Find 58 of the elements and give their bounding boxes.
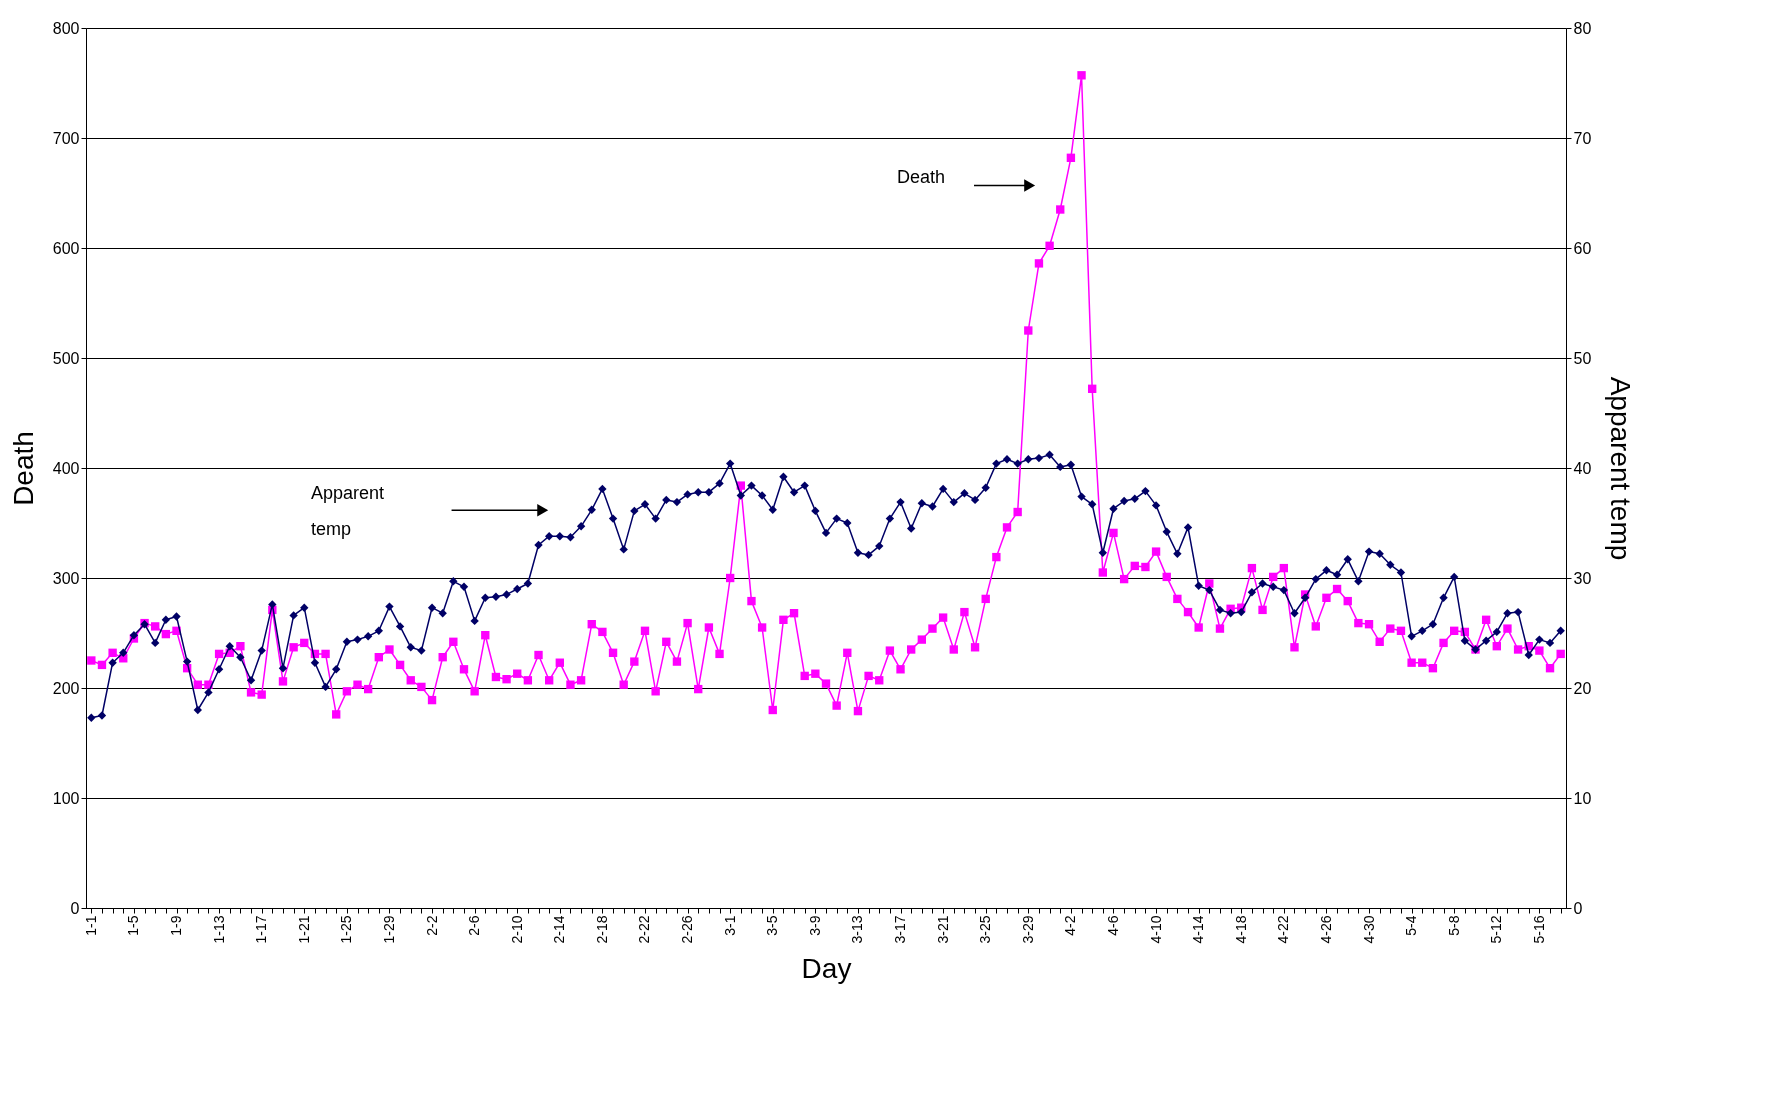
x-tick-label: 5-12 <box>1488 915 1505 944</box>
y2-tick-label: 50 <box>1573 349 1592 367</box>
x-tick-label: 1-9 <box>168 915 184 936</box>
x-tick-label: 4-18 <box>1232 915 1249 944</box>
y-tick-label: 700 <box>52 129 80 147</box>
y-tick-label: 300 <box>52 569 80 587</box>
y2-tick-label: 30 <box>1573 569 1592 587</box>
y2-tick-label: 70 <box>1573 129 1592 147</box>
x-tick-label: 1-1 <box>82 915 99 936</box>
x-tick-label: 3-13 <box>849 915 866 944</box>
x-tick-label: 3-1 <box>721 915 738 936</box>
x-tick-label: 4-14 <box>1190 915 1207 944</box>
y2-tick-label: 0 <box>1573 899 1583 917</box>
annotation: Apparent temp <box>310 483 385 540</box>
y2-axis-title: Apparent temp <box>1605 376 1637 561</box>
y2-tick-label: 10 <box>1573 789 1592 807</box>
x-tick-label: 3-9 <box>806 915 823 936</box>
y-tick-label: 400 <box>52 459 80 477</box>
x-tick-label: 3-21 <box>934 915 951 944</box>
y-tick-label: 0 <box>70 899 80 917</box>
x-tick-label: 4-10 <box>1147 915 1164 944</box>
x-tick-label: 1-25 <box>338 915 355 944</box>
x-tick-label: 3-17 <box>892 915 909 944</box>
y2-tick-label: 40 <box>1573 459 1592 477</box>
x-tick-label: 4-6 <box>1104 915 1121 936</box>
x-tick-label: 1-29 <box>380 915 397 944</box>
y2-tick-label: 60 <box>1573 239 1592 257</box>
y2-tick-label: 20 <box>1573 679 1592 697</box>
x-tick-label: 2-26 <box>679 915 696 944</box>
x-tick-label: 5-16 <box>1530 915 1547 944</box>
y-tick-label: 600 <box>52 239 80 257</box>
y-tick-label: 200 <box>52 679 80 697</box>
x-tick-label: 3-5 <box>764 915 781 936</box>
y-tick-label: 500 <box>52 349 80 367</box>
x-axis-title: Day <box>801 952 852 984</box>
x-tick-label: 4-26 <box>1317 915 1334 944</box>
x-tick-label: 2-2 <box>423 915 440 936</box>
x-tick-label: 1-21 <box>295 915 312 944</box>
x-tick-label: 4-30 <box>1360 915 1377 944</box>
x-tick-label: 2-18 <box>593 915 610 944</box>
x-tick-label: 4-2 <box>1062 915 1079 936</box>
y-tick-label: 800 <box>52 19 80 37</box>
x-tick-label: 2-6 <box>466 915 483 936</box>
x-tick-label: 5-8 <box>1445 915 1462 936</box>
annotation: Death <box>897 166 946 187</box>
x-tick-label: 2-10 <box>508 915 525 944</box>
x-tick-label: 2-14 <box>551 915 568 944</box>
y-tick-label: 100 <box>52 789 80 807</box>
x-tick-label: 1-5 <box>125 915 142 936</box>
x-tick-label: 3-25 <box>977 915 994 944</box>
x-tick-label: 1-13 <box>210 915 227 944</box>
y2-tick-label: 80 <box>1573 19 1592 37</box>
x-tick-label: 5-4 <box>1403 915 1420 936</box>
x-tick-label: 3-29 <box>1019 915 1036 944</box>
x-tick-label: 2-22 <box>636 915 653 944</box>
x-tick-label: 1-17 <box>253 915 270 944</box>
y-axis-title: Death <box>7 431 39 506</box>
x-tick-label: 4-22 <box>1275 915 1292 944</box>
